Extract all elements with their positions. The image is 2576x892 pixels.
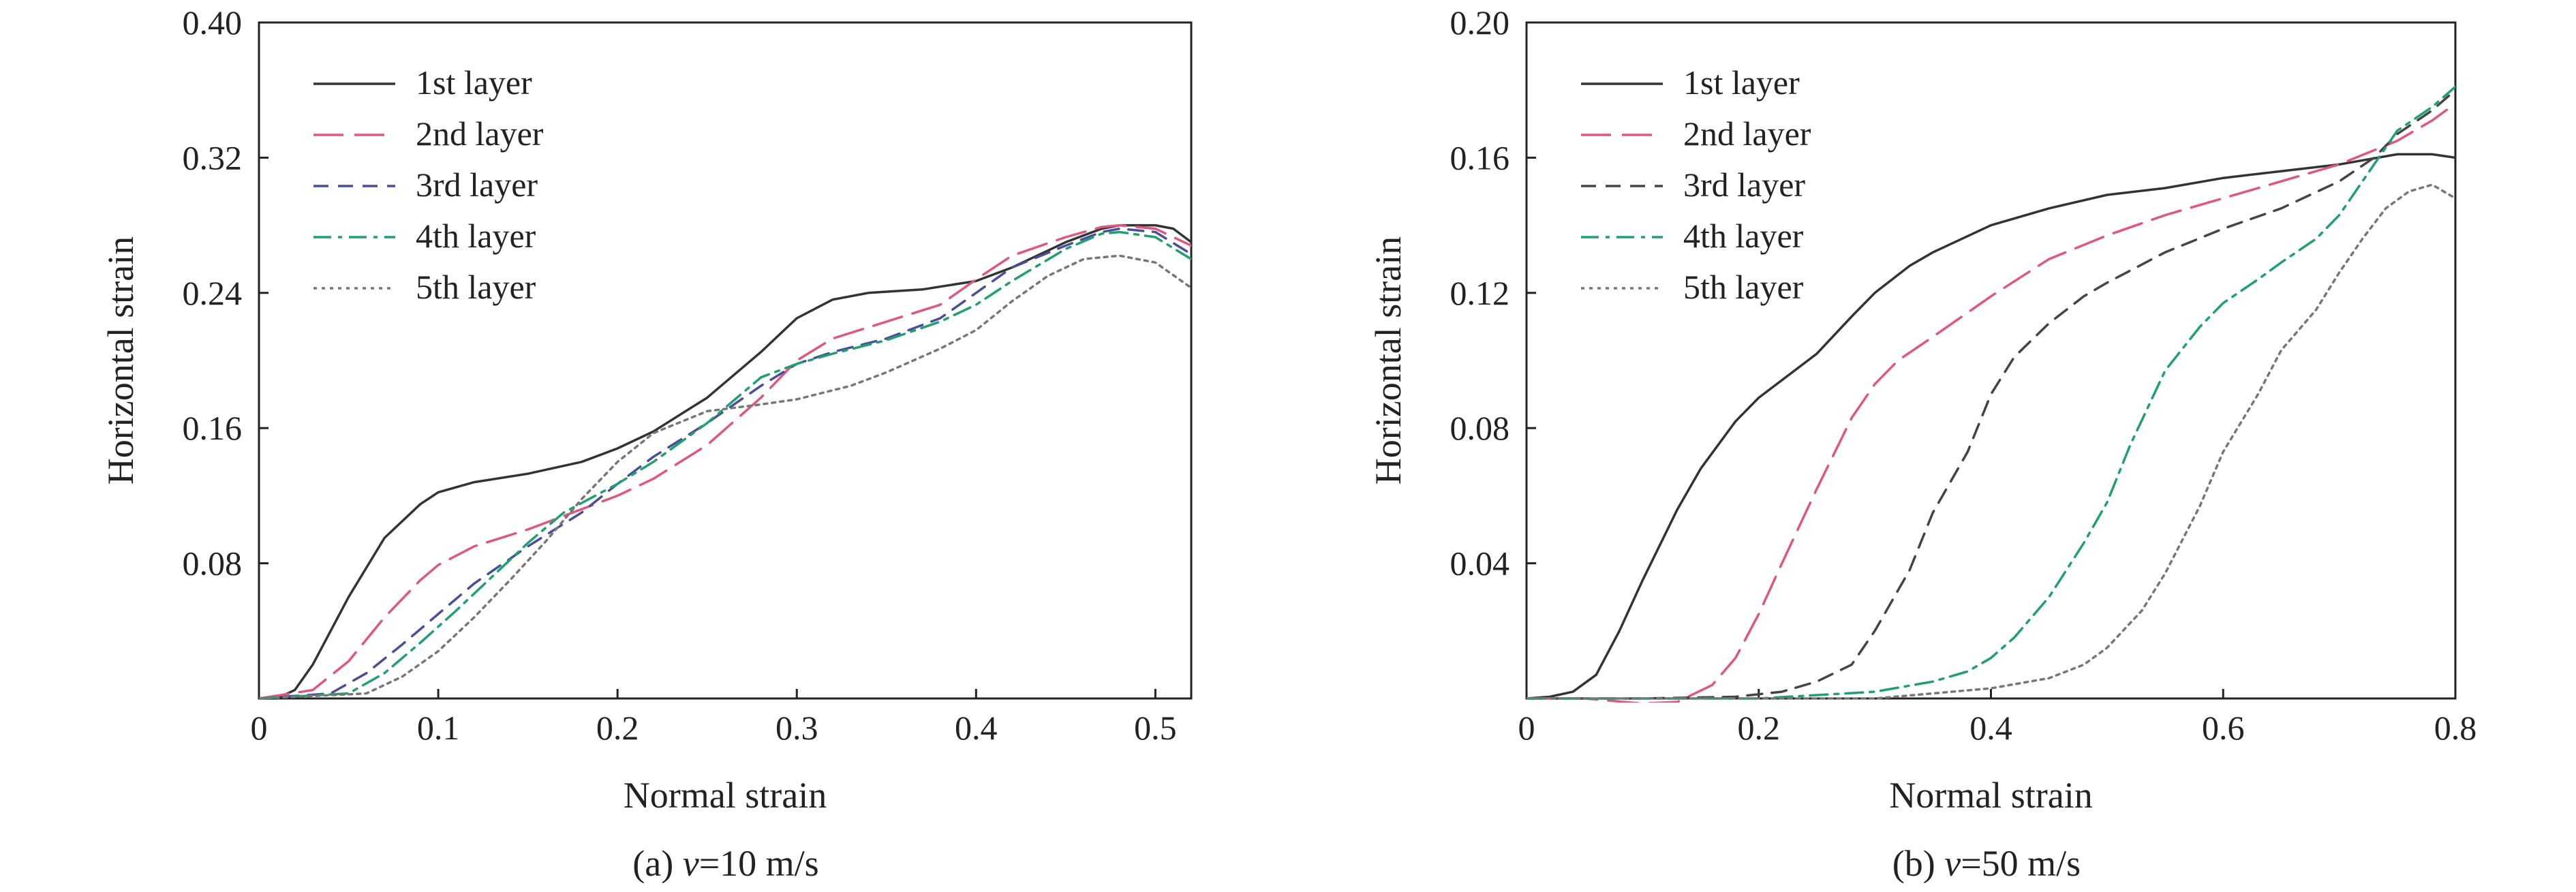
series-line-2 [1527, 102, 2455, 703]
x-tick-label: 0.2 [1738, 709, 1781, 747]
x-tick-label: 0.3 [776, 709, 818, 747]
legend-label-4: 4th layer [1683, 217, 1804, 255]
chart-b: 0 0.2 0.4 0.6 0.8 0.04 0.08 0.12 0.16 0.20 Normal … [1368, 3, 2477, 816]
y-tick-label: 0.24 [183, 274, 243, 312]
x-tick-label: 0 [251, 709, 268, 747]
y-tick-label: 0.08 [1450, 409, 1510, 447]
y-tick-label: 0.16 [183, 409, 243, 447]
y-tick-label: 0.12 [1450, 274, 1510, 312]
x-tick-label: 0.2 [596, 709, 639, 747]
plot-frame [1525, 21, 2457, 700]
legend-label-3: 3rd layer [416, 166, 538, 204]
series-line-1 [1527, 153, 2455, 700]
legend-label-2: 2nd layer [416, 114, 544, 153]
legend-label-1: 1st layer [416, 63, 532, 102]
y-tick-label: 0.20 [1450, 3, 1510, 42]
y-tick-label: 0.16 [1450, 138, 1510, 176]
caption-a: (a) v=10 m/s [632, 843, 818, 884]
y-tick-label: 0.40 [183, 3, 243, 42]
x-tick-label: 0.4 [1969, 709, 2012, 747]
series-line-4 [1527, 85, 2455, 700]
x-tick-label: 0 [1518, 709, 1535, 747]
x-axis-label: Normal strain [624, 775, 827, 816]
legend: 1st layer 2nd layer 3rd layer 4th layer 5th … [313, 63, 544, 306]
series-line-3 [1527, 89, 2455, 700]
y-tick-label: 0.04 [1450, 544, 1510, 583]
legend: 1st layer 2nd layer 3rd layer 4th layer 5th … [1581, 63, 1811, 306]
series-line-5 [259, 254, 1191, 700]
plot-frame [258, 21, 1193, 700]
y-tick-label: 0.08 [183, 544, 243, 583]
series-line-4 [259, 230, 1191, 700]
legend-label-5: 5th layer [1683, 268, 1804, 306]
x-tick-label: 0.5 [1134, 709, 1177, 747]
x-axis-label: Normal strain [1889, 775, 2092, 816]
y-axis-label: Horizontal strain [1368, 236, 1409, 485]
series-lines [259, 224, 1191, 700]
legend-label-2: 2nd layer [1683, 114, 1811, 153]
series-line-2 [259, 224, 1191, 700]
series-line-3 [259, 227, 1191, 700]
series-line-1 [259, 224, 1191, 700]
chart-a: 0 0.1 0.2 0.3 0.4 0.5 0.08 0.16 0.24 0.32 0.40 Norm… [100, 3, 1193, 816]
y-axis-label: Horizontal strain [100, 236, 141, 485]
legend-label-1: 1st layer [1683, 63, 1800, 102]
legend-label-3: 3rd layer [1683, 166, 1805, 204]
x-tick-label: 0.4 [955, 709, 998, 747]
series-line-5 [1527, 183, 2455, 700]
x-tick-label: 0.1 [417, 709, 460, 747]
x-tick-label: 0.6 [2202, 709, 2245, 747]
legend-label-5: 5th layer [416, 268, 536, 306]
legend-label-4: 4th layer [416, 217, 536, 255]
y-tick-label: 0.32 [183, 138, 243, 176]
x-tick-label: 0.8 [2434, 709, 2477, 747]
series-lines [1527, 85, 2455, 703]
caption-b: (b) v=50 m/s [1892, 843, 2081, 884]
